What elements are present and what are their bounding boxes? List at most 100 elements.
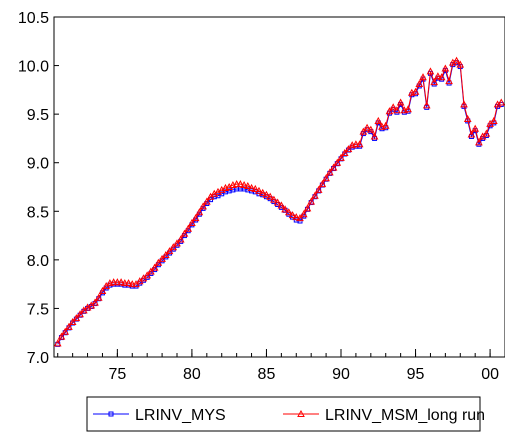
data-point [322, 174, 330, 182]
data-point [441, 64, 450, 72]
data-point [489, 116, 498, 124]
data-point [65, 322, 73, 330]
data-point [475, 138, 483, 146]
y-tick-label: 10.0 [18, 59, 49, 76]
data-point [445, 77, 453, 85]
data-point [288, 211, 297, 219]
data-point [68, 317, 77, 326]
x-axis: 75 80 85 90 95 00 [57, 349, 505, 383]
data-point [255, 186, 263, 194]
data-point [57, 332, 66, 340]
data-point [61, 327, 70, 335]
data-point [180, 229, 189, 237]
data-point [176, 235, 185, 243]
data-point [277, 201, 286, 209]
data-point [195, 208, 204, 216]
data-point [340, 148, 349, 156]
data-point [240, 181, 248, 189]
data-point [396, 98, 405, 106]
data-point [299, 210, 308, 218]
legend-entry: LRINV_MSM_long run [283, 407, 485, 424]
data-point [333, 158, 342, 166]
data-point [389, 103, 398, 111]
y-tick-label: 7.5 [27, 301, 49, 318]
data-point [381, 121, 390, 129]
data-point [497, 98, 505, 106]
data-point [434, 72, 442, 80]
data-point [366, 125, 375, 133]
data-point [355, 140, 364, 148]
data-point [270, 195, 278, 203]
y-tick-label: 10.5 [18, 10, 49, 27]
data-point [370, 132, 379, 140]
data-point [329, 163, 338, 171]
data-point [363, 123, 371, 131]
data-point [251, 184, 260, 192]
legend-label: LRINV_MSM_long run [325, 407, 485, 424]
legend-label: LRINV_MYS [135, 407, 226, 424]
data-point [247, 183, 256, 191]
data-point [352, 140, 360, 148]
data-point [314, 185, 323, 193]
data-point [117, 278, 125, 286]
data-point [292, 213, 301, 221]
y-tick-label: 7.0 [27, 350, 49, 367]
data-point [124, 279, 133, 287]
data-point [169, 243, 178, 251]
data-point [456, 60, 465, 68]
data-point [337, 153, 345, 161]
data-point [419, 73, 427, 81]
data-point [393, 106, 401, 114]
data-point [232, 180, 241, 188]
data-point [374, 116, 383, 124]
legend-marker [297, 409, 305, 417]
data-point [188, 218, 196, 226]
data-point [482, 129, 491, 137]
data-point [467, 130, 476, 138]
data-point [325, 168, 334, 176]
data-point [113, 278, 122, 286]
legend-entry: LRINV_MYS [93, 407, 226, 424]
data-point [128, 280, 137, 288]
data-point [422, 101, 431, 109]
x-tick-label: 00 [481, 366, 499, 383]
x-tick-label: 90 [332, 366, 350, 383]
data-point [411, 87, 420, 95]
data-point [266, 192, 275, 200]
data-point [460, 100, 468, 108]
data-point [311, 191, 319, 199]
data-point [120, 279, 129, 287]
data-point [430, 78, 439, 86]
plot-area [53, 16, 505, 358]
x-tick-label: 75 [108, 366, 126, 383]
data-point [344, 145, 353, 153]
data-point [273, 198, 282, 206]
data-point [307, 197, 316, 205]
data-point [91, 298, 99, 306]
data-point [385, 107, 394, 115]
data-point [165, 247, 174, 255]
data-point [281, 205, 289, 213]
data-point [76, 310, 84, 318]
data-point [143, 271, 152, 279]
data-point [158, 254, 166, 262]
data-point [303, 204, 312, 212]
legend-marker [108, 411, 114, 417]
data-point [150, 263, 159, 271]
data-point [463, 114, 472, 122]
data-point [94, 293, 103, 301]
data-point [318, 180, 327, 188]
data-point [284, 208, 293, 216]
legend: LRINV_MYS LRINV_MSM_long run [86, 396, 485, 432]
data-point [437, 73, 446, 81]
data-point [471, 124, 480, 132]
y-tick-label: 9.5 [27, 107, 49, 124]
data-point [53, 339, 62, 347]
x-tick-label: 95 [407, 366, 425, 383]
data-point [72, 314, 81, 322]
data-point [202, 197, 211, 205]
data-point [161, 250, 170, 258]
y-tick-label: 9.0 [27, 156, 49, 173]
data-point [243, 181, 252, 190]
